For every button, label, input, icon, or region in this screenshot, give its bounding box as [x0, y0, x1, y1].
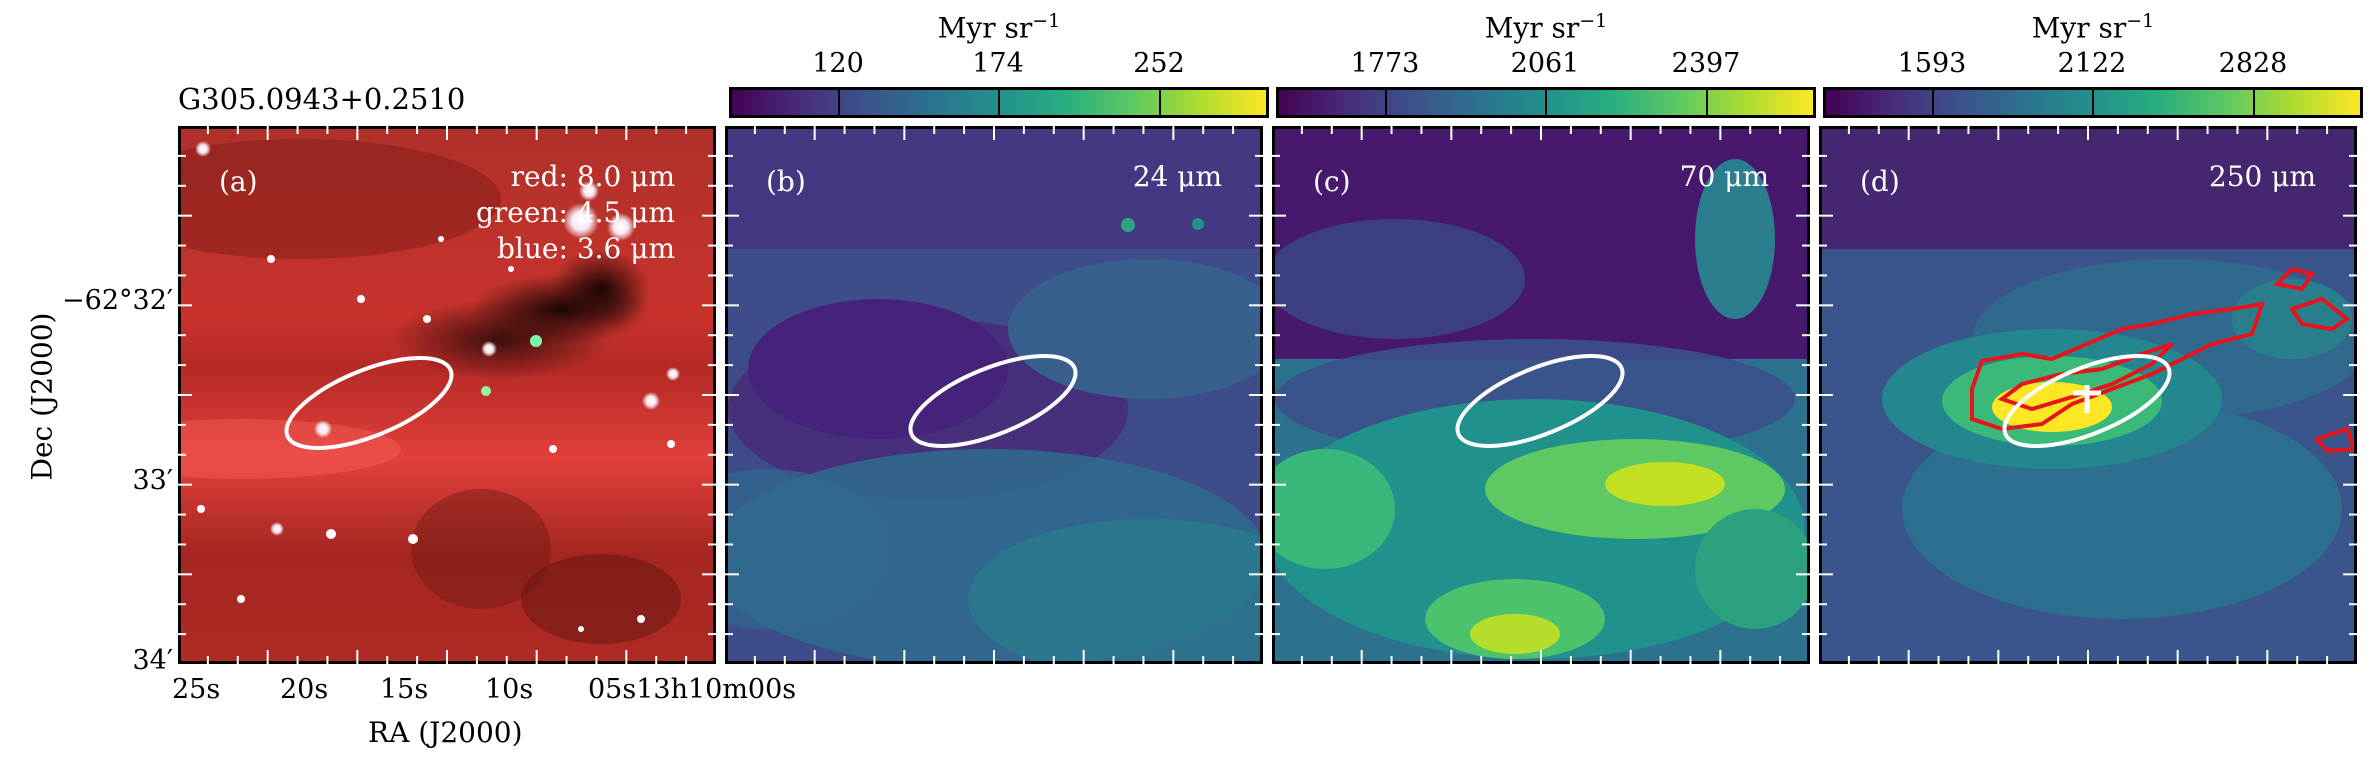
x-tick-label: 05s13h10m00s [588, 674, 797, 705]
colorbar-tick-label: 2122 [2057, 48, 2127, 79]
wavelength-label: 250 μm [2208, 160, 2316, 193]
x-tick-label: 25s [172, 674, 221, 705]
colorbar-gradient [729, 87, 1269, 118]
source-title: G305.0943+0.2510 [178, 82, 466, 116]
panel-b-24um-map: (b) 24 μm [725, 126, 1263, 664]
legend-red: red: 8.0 μm [510, 160, 675, 193]
colorbar-tick-label: 1593 [1897, 48, 1967, 79]
colorbar-tick-label: 2397 [1671, 48, 1741, 79]
panel-c-70um-map: (c) 70 μm [1272, 126, 1810, 664]
y-tick-label: 34′ [132, 645, 174, 676]
colorbar-gradient [1823, 87, 2363, 118]
panel-label: (b) [766, 165, 806, 198]
y-tick-label: 33′ [132, 465, 174, 496]
x-tick-label: 20s [280, 674, 329, 705]
colorbar-tick-label: 1773 [1350, 48, 1420, 79]
y-axis-label: Dec (J2000) [25, 312, 59, 481]
panel-label: (d) [1860, 165, 1900, 198]
colorbar-tick-label: 174 [972, 48, 1024, 79]
colorbar-tick-label: 120 [812, 48, 864, 79]
colorbar-title: Myr sr−1 [2031, 10, 2155, 45]
colorbar-gradient [1276, 87, 1816, 118]
legend-blue: blue: 3.6 μm [497, 232, 675, 265]
panel-label: (a) [219, 165, 258, 198]
x-tick-label: 10s [485, 674, 534, 705]
colorbar-tick-label: 252 [1133, 48, 1185, 79]
x-tick-label: 15s [380, 674, 429, 705]
colorbar-tick-label: 2828 [2218, 48, 2288, 79]
peak-cross-marker [2073, 385, 2101, 413]
wavelength-label: 70 μm [1679, 160, 1769, 193]
y-tick-label: −62°32′ [62, 285, 173, 316]
panel-label: (c) [1313, 165, 1351, 198]
colorbar-title: Myr sr−1 [937, 10, 1061, 45]
colorbar-tick-label: 2061 [1510, 48, 1580, 79]
rgb-legend: red: 8.0 μm green: 4.5 μm blue: 3.6 μm [476, 159, 675, 267]
panel-d-250um-map: (d) 250 μm [1819, 126, 2357, 664]
x-axis-label: RA (J2000) [368, 716, 523, 749]
legend-green: green: 4.5 μm [476, 196, 675, 229]
wavelength-label: 24 μm [1132, 160, 1222, 193]
colorbar-title: Myr sr−1 [1484, 10, 1608, 45]
